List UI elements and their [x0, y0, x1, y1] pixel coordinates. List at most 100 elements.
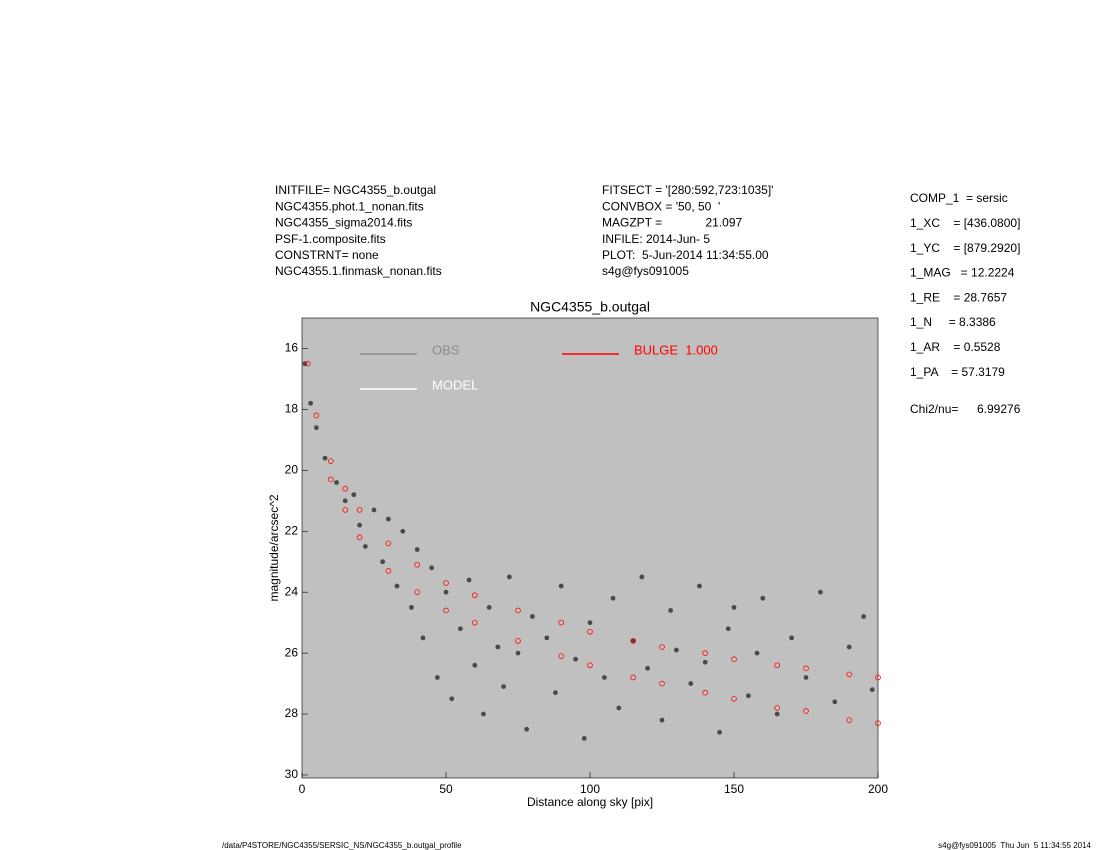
data-point: [342, 507, 349, 513]
header-line: NGC4355_sigma2014.fits: [275, 216, 412, 230]
y-tick-label: 30: [285, 767, 299, 781]
data-point: [472, 662, 478, 668]
data-point: [774, 705, 780, 711]
x-tick-label: 100: [580, 782, 600, 796]
data-point: [725, 626, 731, 632]
data-point: [558, 583, 564, 589]
data-point: [558, 619, 564, 626]
data-point: [659, 680, 665, 687]
data-point: [443, 589, 449, 595]
data-point: [674, 647, 679, 653]
x-tick-label: 0: [299, 782, 306, 796]
data-point: [385, 540, 392, 547]
data-point: [875, 674, 881, 681]
data-point: [630, 638, 636, 644]
data-point: [731, 605, 737, 610]
data-point: [380, 559, 386, 565]
data-point: [351, 492, 357, 498]
data-point: [481, 711, 486, 717]
plot-area: [301, 317, 879, 779]
data-point: [357, 522, 362, 528]
header-line: PSF-1.composite.fits: [275, 232, 386, 246]
footer-path: /data/P4STORE/NGC4355/SERSIC_NS/NGC4355_…: [222, 841, 462, 850]
legend-label: OBS: [432, 342, 460, 357]
data-point: [616, 705, 622, 711]
header-line: FITSECT = '[280:592,723:1035]': [602, 183, 773, 197]
data-point: [587, 620, 593, 626]
x-tick-label: 50: [439, 782, 453, 796]
data-point: [702, 689, 708, 696]
header-line: s4g@fys091005: [602, 264, 689, 278]
data-point: [371, 507, 377, 513]
data-point: [314, 425, 319, 431]
x-tick-label: 200: [868, 782, 888, 796]
data-point: [774, 711, 780, 717]
data-point: [356, 507, 363, 513]
header-line: PLOT: 5-Jun-2014 11:34:55.00: [602, 248, 769, 262]
data-point: [471, 619, 478, 626]
data-point: [524, 726, 530, 732]
data-point: [818, 589, 823, 595]
data-point: [602, 675, 607, 680]
x-tick-label: 150: [724, 782, 744, 796]
data-point: [846, 671, 852, 678]
data-point: [334, 480, 339, 485]
data-point: [414, 561, 421, 568]
data-point: [515, 650, 521, 656]
data-point: [659, 644, 665, 650]
data-point: [832, 699, 838, 705]
y-tick-label: 18: [285, 402, 299, 416]
data-point: [861, 614, 866, 619]
header-line: NGC4355.1.finmask_nonan.fits: [275, 264, 442, 278]
fit-parameter: COMP_1 = sersic: [910, 191, 1008, 205]
fit-parameter: 1_MAG = 12.2224: [910, 266, 1015, 280]
fit-parameter: 1_PA = 57.3179: [910, 365, 1005, 379]
data-point: [803, 708, 809, 714]
data-point: [327, 476, 334, 483]
header-line: CONSTRNT= none: [275, 248, 379, 262]
data-point: [342, 485, 349, 492]
data-point: [308, 400, 314, 406]
fit-parameter: 1_XC = [436.0800]: [910, 216, 1020, 230]
header-line: MAGZPT = 21.097: [602, 216, 742, 230]
data-point: [420, 635, 426, 641]
data-point: [789, 635, 794, 641]
data-point: [449, 696, 455, 702]
data-point: [414, 589, 421, 595]
data-point: [486, 605, 492, 610]
data-point: [803, 675, 809, 680]
y-tick-label: 26: [285, 645, 299, 659]
data-point: [668, 608, 674, 613]
data-point: [639, 574, 645, 580]
data-point: [702, 650, 708, 656]
fit-parameter: 1_RE = 28.7657: [910, 290, 1007, 304]
data-point: [471, 592, 478, 599]
fit-parameter: 1_N = 8.3386: [910, 315, 996, 329]
footer-stamp: s4g@fys091005 Thu Jun 5 11:34:55 2014: [938, 841, 1091, 850]
fit-value: 6.99276: [977, 402, 1021, 416]
data-point: [697, 583, 702, 589]
chart-title: NGC4355_b.outgal: [530, 299, 650, 315]
data-point: [573, 656, 578, 662]
data-point: [386, 516, 391, 522]
data-point: [754, 650, 760, 656]
y-tick-label: 20: [285, 462, 299, 476]
data-point: [688, 681, 694, 686]
data-point: [846, 717, 852, 723]
header-line: INITFILE= NGC4355_b.outgal: [275, 183, 436, 197]
fit-label: Chi2/nu=: [910, 402, 958, 416]
x-axis-label: Distance along sky [pix]: [527, 795, 653, 809]
header-line: INFILE: 2014-Jun- 5: [602, 232, 710, 246]
data-point: [581, 735, 587, 741]
data-point: [322, 455, 328, 461]
data-point: [495, 644, 501, 650]
data-point: [553, 690, 558, 696]
data-point: [429, 565, 434, 571]
data-point: [558, 653, 564, 659]
y-tick-label: 24: [285, 584, 299, 598]
data-point: [400, 528, 406, 534]
fit-parameter: 1_AR = 0.5528: [910, 340, 1001, 354]
data-point: [530, 614, 535, 619]
